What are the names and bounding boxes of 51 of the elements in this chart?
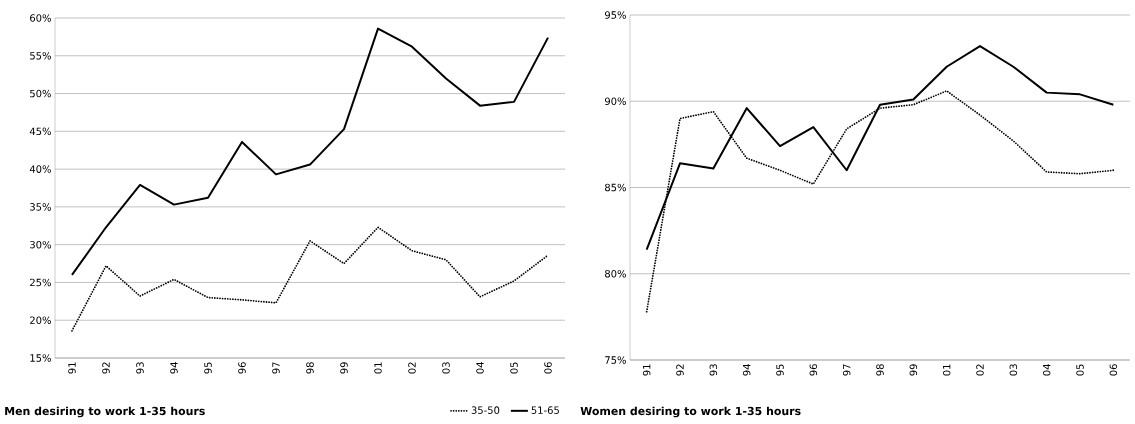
- y-tick-label: 95%: [604, 11, 626, 19]
- x-tick-label: 93: [136, 362, 144, 374]
- y-tick-label: 75%: [605, 356, 626, 364]
- x-tick-label: 06: [544, 362, 552, 374]
- y-tick-label: 85%: [605, 183, 626, 192]
- x-tick-label: 98: [306, 362, 314, 374]
- y-tick-label: 90%: [604, 97, 626, 106]
- text: Men desiring to work 1-35 hours: [5, 406, 205, 418]
- y-tick-label: 30%: [30, 240, 51, 249]
- y-tick-label: 20%: [30, 316, 51, 324]
- x-tick-label: 04: [1042, 364, 1051, 376]
- x-tick-label: 98: [876, 364, 884, 376]
- y-tick-label: 15%: [30, 354, 51, 362]
- x-tick-label: 02: [408, 362, 416, 374]
- y-tick-label: 25%: [30, 278, 51, 287]
- x-tick-label: 95: [204, 362, 212, 374]
- x-tick-label: 96: [238, 362, 246, 374]
- x-tick-label: 92: [102, 362, 110, 374]
- x-tick-label: 97: [842, 364, 851, 376]
- x-tick-label: 97: [272, 362, 280, 374]
- x-tick-label: 91: [642, 364, 651, 376]
- x-tick-label: 02: [976, 364, 984, 376]
- line-series: [71, 27, 550, 276]
- x-tick-label: 99: [340, 362, 348, 374]
- y-tick-label: 60%: [30, 14, 51, 22]
- x-tick-label: 95: [776, 364, 784, 376]
- y-tick-label: 45%: [29, 127, 51, 136]
- x-tick-label: 01: [374, 362, 382, 374]
- x-tick-label: 94: [742, 364, 751, 376]
- x-tick-label: 03: [442, 362, 450, 374]
- x-tick-label: 03: [1009, 364, 1018, 376]
- x-tick-label: 93: [709, 364, 718, 376]
- x-tick-label: 05: [510, 362, 518, 374]
- legend-label: 35-50: [471, 406, 500, 414]
- x-tick-label: 92: [676, 364, 684, 376]
- y-tick-label: 35%: [30, 203, 51, 211]
- y-tick-label: 80%: [605, 269, 626, 278]
- y-tick-label: 40%: [29, 165, 51, 173]
- x-tick-label: 04: [476, 362, 484, 374]
- x-tick-label: 91: [68, 362, 76, 374]
- x-tick-label: 01: [942, 364, 951, 376]
- y-tick-label: 50%: [30, 89, 51, 98]
- x-tick-label: 94: [170, 362, 178, 374]
- line-series: [71, 226, 549, 332]
- x-tick-label: 99: [909, 364, 918, 376]
- x-tick-label: 06: [1109, 364, 1118, 376]
- text: Women desiring to work 1-35 hours: [580, 406, 801, 418]
- x-tick-label: 05: [1076, 364, 1084, 376]
- y-tick-label: 55%: [30, 52, 51, 60]
- legend-label: 51-65: [531, 406, 559, 414]
- x-tick-label: 96: [809, 364, 818, 376]
